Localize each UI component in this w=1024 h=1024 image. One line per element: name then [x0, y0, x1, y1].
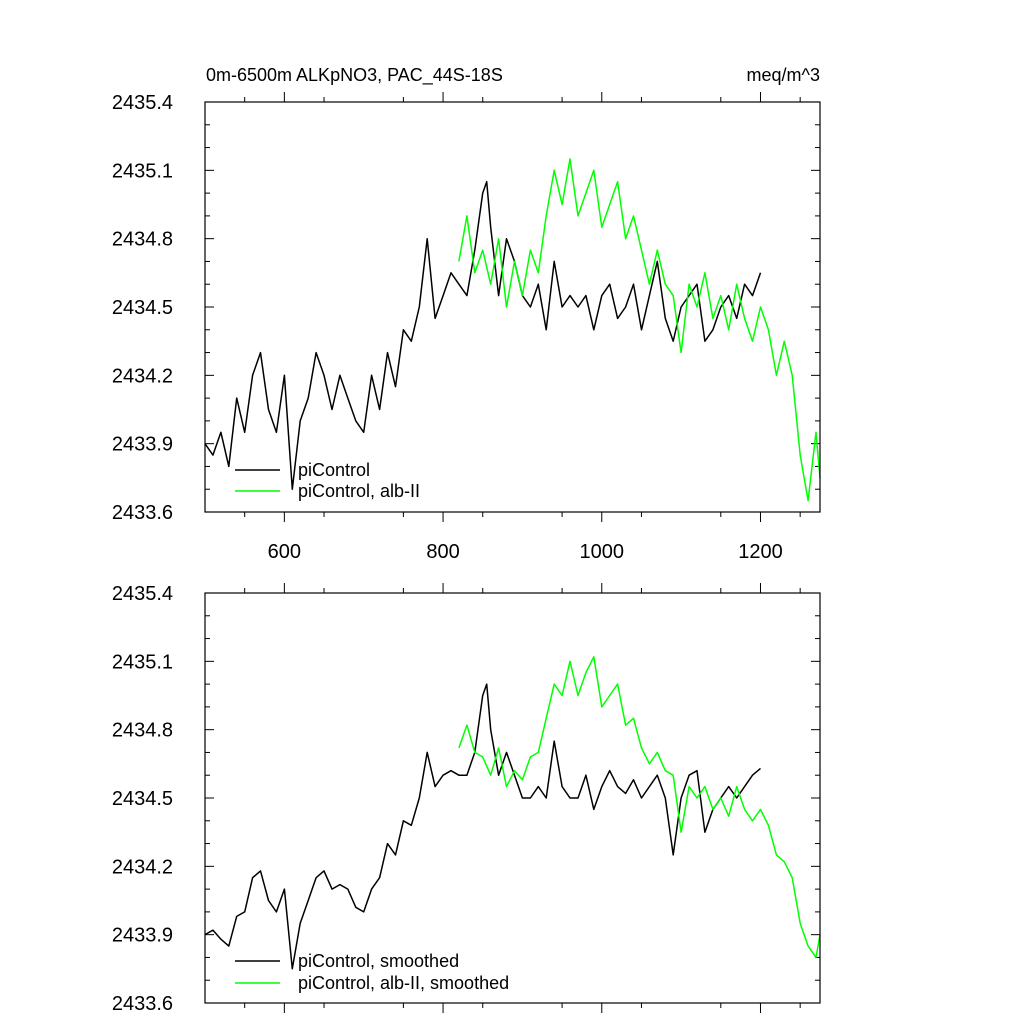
x-tick-label: 600 — [268, 541, 301, 563]
y-tick-label: 2433.9 — [112, 925, 173, 947]
y-tick-label: 2434.8 — [112, 229, 173, 251]
chart-title: 0m-6500m ALKpNO3, PAC_44S-18S — [206, 65, 503, 86]
y-tick-label: 2434.5 — [112, 788, 173, 810]
y-tick-label: 2435.4 — [112, 583, 173, 605]
series-line-0 — [204, 683, 761, 970]
series-line-0 — [204, 180, 762, 490]
bottom-panel: 2433.6 2433.9 2434.2 2434.5 2434.8 2435.1 2435… — [112, 583, 821, 1015]
legend-label-alb-ii: piControl, alb-II — [298, 481, 420, 501]
legend-label-picontrol-smoothed: piControl, smoothed — [298, 951, 459, 971]
y-tick-label: 2434.5 — [112, 297, 173, 319]
bottom-plot-frame — [204, 592, 821, 1004]
bottom-series — [204, 656, 821, 970]
legend-label-picontrol: piControl — [298, 460, 370, 480]
y-tick-label: 2435.1 — [112, 160, 173, 182]
y-tick-label: 2434.8 — [112, 720, 173, 742]
y-tick-label: 2435.4 — [112, 92, 173, 114]
y-tick-label: 2433.9 — [112, 434, 173, 456]
legend-label-alb-ii-smoothed: piControl, alb-II, smoothed — [298, 973, 509, 993]
series-line-1 — [458, 158, 821, 502]
x-tick-label: 1000 — [580, 541, 625, 563]
top-ticks: 2433.6 2433.9 2434.2 2434.5 2434.8 2435.1 2435… — [112, 92, 820, 563]
top-panel: 0m-6500m ALKpNO3, PAC_44S-18S meq/m^3 24… — [112, 65, 821, 563]
y-tick-label: 2433.6 — [112, 502, 173, 524]
x-tick-label: 800 — [426, 541, 459, 563]
y-tick-label: 2434.2 — [112, 856, 173, 878]
x-tick-label: 1200 — [738, 541, 783, 563]
y-tick-label: 2435.1 — [112, 651, 173, 673]
bottom-legend: piControl, smoothed piControl, alb-II, s… — [235, 951, 509, 993]
chart-units: meq/m^3 — [747, 65, 820, 85]
y-tick-label: 2433.6 — [112, 993, 173, 1015]
y-tick-label: 2434.2 — [112, 365, 173, 387]
top-series — [204, 158, 821, 502]
top-legend: piControl piControl, alb-II — [235, 460, 420, 501]
top-plot-frame — [204, 101, 821, 513]
bottom-ticks: 2433.6 2433.9 2434.2 2434.5 2434.8 2435.1 2435… — [112, 583, 820, 1015]
series-line-1 — [458, 656, 821, 959]
